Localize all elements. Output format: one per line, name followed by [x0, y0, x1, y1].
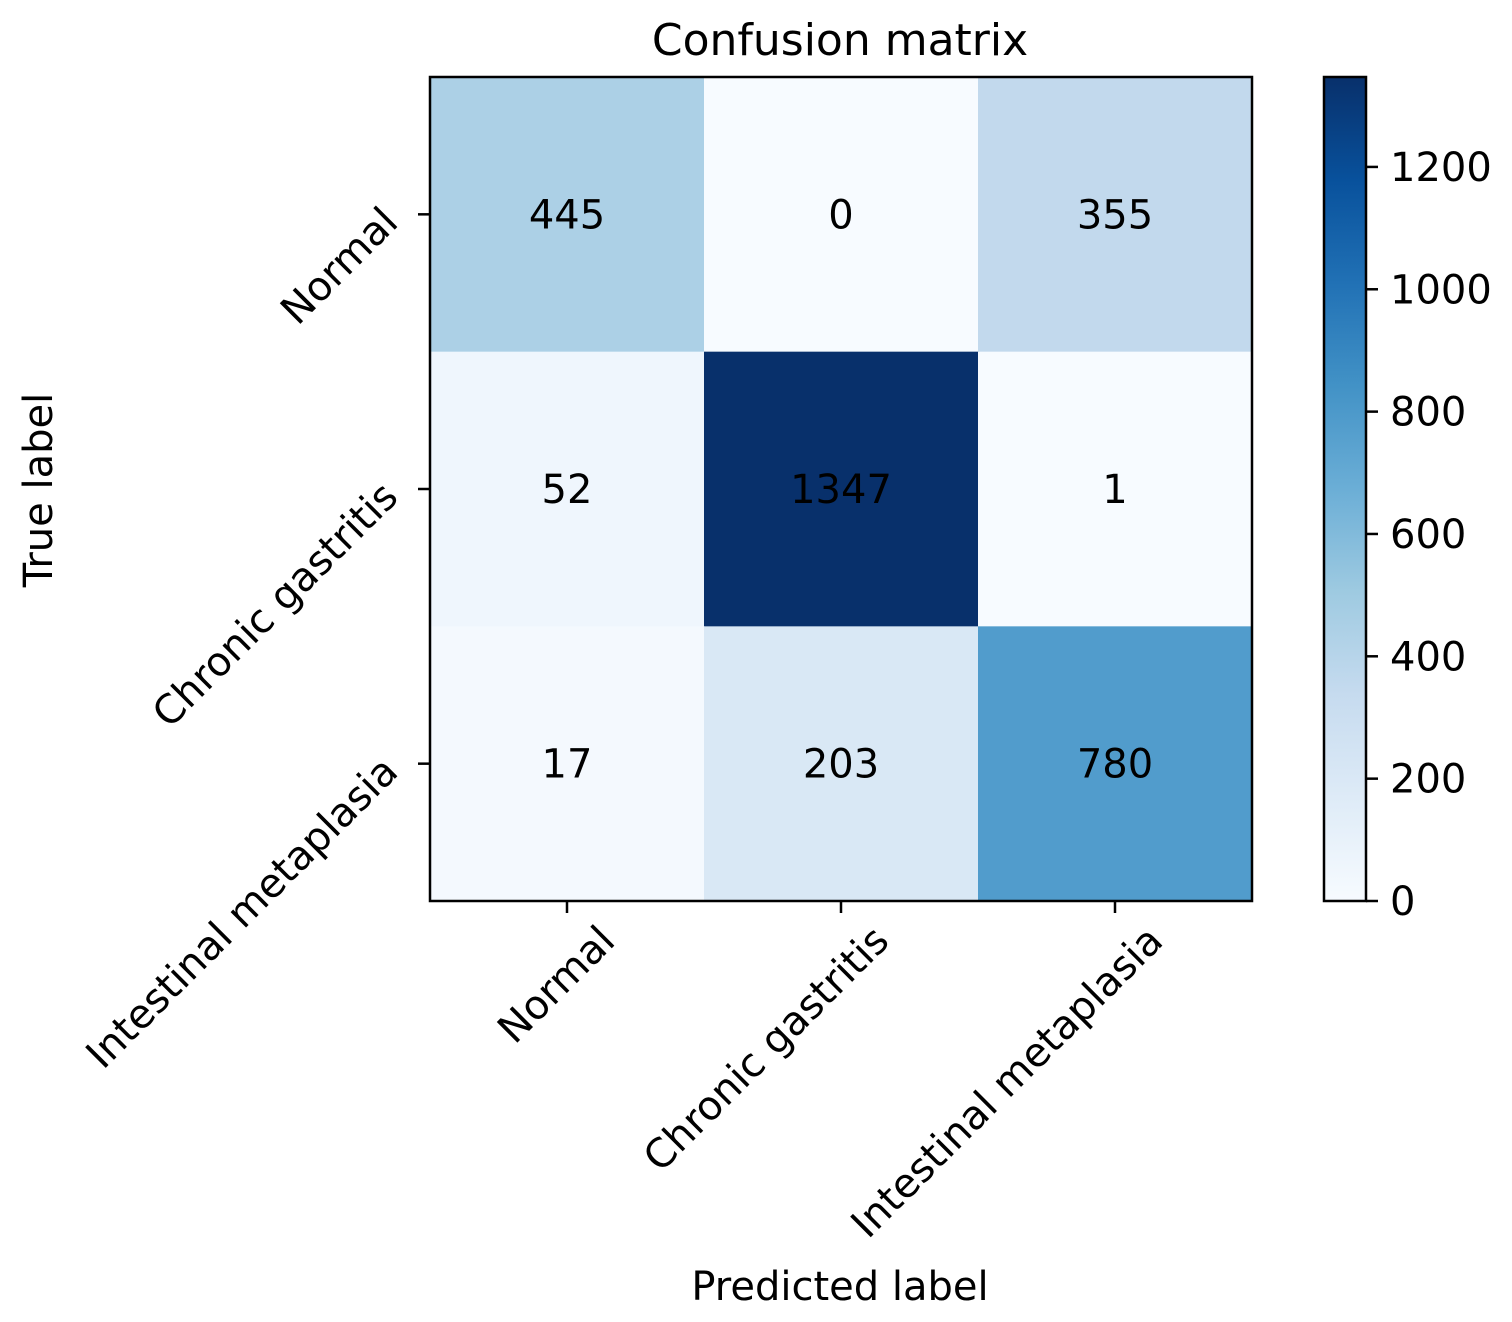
colorbar-ticks: 0 200 400 600 800 1000 1200	[1366, 145, 1492, 925]
heatmap-cell	[978, 351, 1253, 627]
y-tick-label: Chronic gastritis	[144, 474, 407, 737]
cell-value-label: 780	[1077, 742, 1153, 788]
y-tick-label: Intestinal metaplasia	[78, 748, 408, 1078]
x-tick-label: Normal	[489, 918, 624, 1053]
heatmap-cell	[978, 77, 1253, 353]
x-axis-label: Predicted label	[691, 1264, 988, 1310]
heatmap-cell	[978, 626, 1253, 902]
y-tick-label: Normal	[272, 199, 407, 334]
heatmap-cell	[704, 626, 979, 902]
cell-value-label: 203	[803, 742, 879, 788]
x-tick-label: Intestinal metaplasia	[843, 918, 1173, 1248]
heatmap-cell	[430, 626, 705, 902]
heatmap-cell	[430, 351, 705, 627]
heatmap-cells: 445 0 355 52 1347 1 17 203 780	[430, 77, 1253, 902]
colorbar-tick-label: 200	[1390, 757, 1466, 803]
cell-value-label: 17	[542, 742, 593, 788]
cell-value-label: 1347	[790, 467, 892, 513]
heatmap-cell	[704, 77, 979, 353]
heatmap-cell	[704, 351, 979, 627]
cell-value-label: 445	[529, 192, 605, 238]
y-axis-label: True label	[16, 393, 62, 588]
colorbar-tick-label: 1000	[1390, 267, 1492, 313]
chart-title: Confusion matrix	[652, 15, 1028, 66]
colorbar	[1322, 75, 1368, 903]
colorbar-tick-label: 800	[1390, 390, 1466, 436]
colorbar-tick-label: 600	[1390, 512, 1466, 558]
cell-value-label: 52	[542, 467, 593, 513]
heatmap-cell	[430, 77, 705, 353]
cell-value-label: 0	[828, 192, 853, 238]
colorbar-tick-label: 0	[1390, 879, 1415, 925]
cell-value-label: 355	[1077, 192, 1153, 238]
x-tick-label: Chronic gastritis	[635, 918, 898, 1181]
colorbar-tick-label: 1200	[1390, 145, 1492, 191]
cell-value-label: 1	[1102, 467, 1127, 513]
colorbar-tick-label: 400	[1390, 634, 1466, 680]
